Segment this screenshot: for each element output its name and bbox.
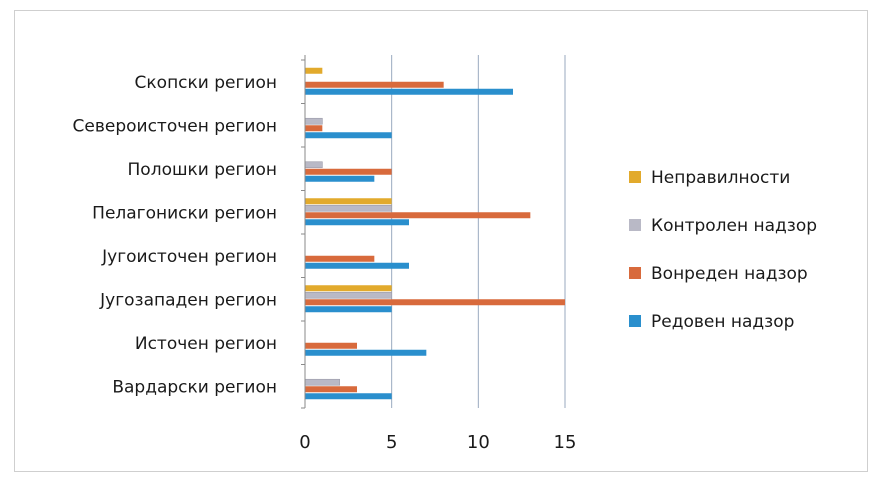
bar: [304, 291, 392, 299]
bar: [305, 299, 565, 306]
bar: [305, 393, 392, 400]
legend-swatch: [629, 267, 641, 279]
bar: [305, 386, 357, 393]
chart-bars: [304, 67, 565, 400]
x-tick-label: 15: [554, 432, 577, 453]
category-label: Вардарски регион: [112, 377, 277, 397]
bar: [305, 255, 375, 262]
legend-swatch: [629, 315, 641, 327]
category-label: Полошки регион: [128, 160, 277, 180]
legend-label: Контролен надзор: [651, 216, 817, 236]
bar: [305, 306, 392, 313]
chart-axis: [301, 55, 306, 409]
category-label: Југозападен регион: [99, 290, 277, 310]
bar: [305, 175, 375, 182]
bar: [304, 378, 340, 386]
chart-gridlines: [391, 55, 566, 408]
bar: [305, 88, 513, 95]
chart-legend: Неправилности Контролен надзор Вонреден на…: [629, 168, 817, 332]
bar: [305, 168, 392, 175]
bar: [305, 349, 427, 356]
bar: [305, 81, 444, 88]
bar: [304, 204, 392, 212]
category-labels: Скопски регион Североисточен регион Полошк…: [73, 73, 277, 398]
x-tick-label: 0: [299, 432, 310, 453]
category-label: Североисточен регион: [73, 116, 277, 136]
x-tick-label: 5: [386, 432, 397, 453]
bar: [304, 161, 323, 169]
bar: [305, 262, 409, 269]
legend-label: Неправилности: [651, 168, 790, 188]
legend-swatch: [629, 171, 641, 183]
bar: [305, 212, 531, 219]
category-label: Скопски регион: [135, 73, 277, 93]
bar: [305, 198, 392, 205]
category-label: Источен регион: [135, 334, 277, 354]
category-label: Југоисточен регион: [101, 247, 277, 267]
bar: [305, 132, 392, 139]
x-tick-labels: 0 5 10 15: [299, 432, 576, 453]
legend-label: Вонреден надзор: [651, 264, 808, 284]
bar: [305, 219, 409, 226]
bar: [304, 117, 323, 125]
x-tick-label: 10: [467, 432, 490, 453]
bar: [305, 342, 357, 349]
bar: [305, 125, 323, 132]
legend-label: Редовен надзор: [651, 312, 794, 332]
bar: [305, 285, 392, 292]
bar: [305, 67, 323, 74]
category-label: Пелагониски регион: [92, 203, 277, 223]
legend-swatch: [629, 219, 641, 231]
